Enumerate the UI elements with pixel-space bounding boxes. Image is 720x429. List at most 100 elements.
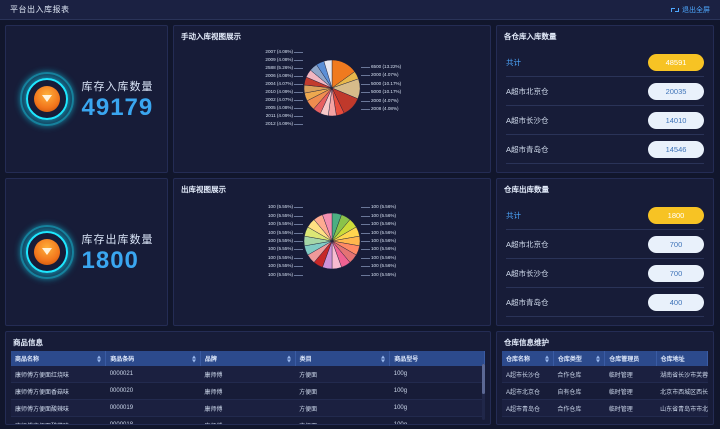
- sort-toggle-icon[interactable]: [381, 355, 386, 362]
- product-table-scrollbar[interactable]: [482, 364, 485, 420]
- kpi-outbound-panel: 库存出库数量 1800: [5, 178, 168, 326]
- inbound-warehouse-panel: 各仓库入库数量 共计 48591 A超市北京仓 20035 A超市长沙仓 14010 A超市…: [496, 25, 714, 173]
- exit-fullscreen-button[interactable]: 退出全屏: [671, 5, 710, 15]
- table-row[interactable]: 康师傅方便面酸菜味0000018康师傅方便面100g: [11, 416, 485, 424]
- table-cell: 湖南省长沙市芙蓉区定王台街道人民路厅: [656, 366, 708, 383]
- column-header-label: 仓库管理员: [609, 357, 640, 363]
- warehouse-row[interactable]: A超市青岛仓 14546: [506, 135, 704, 164]
- inbound-chart-panel: 手动入库视图展示 6500 (13.22%) 2000 (4.07%) 5000 (…: [173, 25, 491, 173]
- table-cell: 康师傅: [200, 382, 296, 400]
- column-header-label: 类目: [299, 357, 312, 363]
- warehouse-name: 共计: [506, 57, 521, 67]
- warehouse-value-badge: 48591: [648, 53, 704, 71]
- table-row[interactable]: 康师傅方便面酸辣味 0000019 康师傅 方便面 100g: [11, 399, 485, 417]
- sort-toggle-icon[interactable]: [596, 355, 601, 362]
- sort-toggle-icon[interactable]: [286, 355, 291, 362]
- table-row[interactable]: A超市北京仓自有仓库临时管理北京市西城区西长安街道西长安街甲1...: [502, 382, 708, 400]
- column-header[interactable]: 仓库管理员: [604, 351, 657, 366]
- warehouse-value-badge: 700: [648, 264, 704, 282]
- sort-toggle-icon[interactable]: [544, 355, 549, 362]
- column-header-label: 仓库类型: [557, 357, 582, 363]
- column-header[interactable]: 仓库名称: [502, 351, 554, 366]
- table-row[interactable]: 康师傅方便面红烧味 0000021 康师傅 方便面 100g: [11, 366, 485, 383]
- outbound-warehouse-panel: 仓库出库数量 共计 1800 A超市北京仓 700 A超市长沙仓 700 A超市青岛仓 400: [496, 178, 714, 326]
- warehouse-value-badge: 20035: [648, 82, 704, 100]
- inbound-pie-chart[interactable]: 6500 (13.22%) 2000 (4.07%) 5000 (10.17%) 50…: [174, 42, 490, 137]
- column-header-label: 商品名称: [15, 357, 40, 363]
- table-cell: 合作仓库: [553, 399, 605, 417]
- column-header-label: 品牌: [204, 357, 217, 363]
- sort-toggle-icon[interactable]: [191, 355, 196, 362]
- outbound-chart-panel: 出库视图展示 100 (5.56%) 100 (5.56%) 100 (5.56%)…: [173, 178, 491, 326]
- exit-fullscreen-label: 退出全屏: [682, 6, 710, 14]
- outbound-chart-title: 出库视图展示: [181, 185, 226, 194]
- table-row[interactable]: 康师傅方便面香菇味 0000020 康师傅 方便面 100g: [11, 382, 485, 400]
- table-cell: 100g: [389, 399, 485, 417]
- inbound-arrow-icon: [19, 72, 74, 126]
- warehouse-row[interactable]: A超市长沙仓 14010: [506, 106, 704, 135]
- table-cell: 0000021: [105, 366, 201, 383]
- product-table-panel: 商品信息 商品名称 商品条码 品牌 类目 商品型号 康师傅方便面红烧味 0000021 康师…: [5, 331, 491, 425]
- inbound-warehouse-title: 各仓库入库数量: [504, 32, 557, 41]
- table-cell: 100g: [389, 366, 485, 383]
- warehouse-name: A超市北京仓: [506, 86, 549, 96]
- table-cell: A超市青岛仓: [502, 399, 554, 417]
- warehouse-name: A超市青岛仓: [506, 144, 549, 154]
- column-header-label: 仓库名称: [506, 357, 531, 363]
- kpi-inbound-value: 49179: [81, 93, 154, 121]
- table-cell: 0000019: [105, 399, 201, 417]
- column-header[interactable]: 类目: [295, 351, 391, 366]
- table-cell: 自有仓库: [553, 382, 605, 400]
- column-header[interactable]: 仓库地址: [656, 351, 709, 366]
- warehouse-value-badge: 14010: [648, 111, 704, 129]
- warehouse-name: A超市长沙仓: [506, 115, 549, 125]
- column-header[interactable]: 仓库类型: [553, 351, 606, 366]
- warehouse-row[interactable]: A超市北京仓 20035: [506, 77, 704, 106]
- table-cell: 康师傅方便面红烧味: [11, 366, 106, 383]
- table-cell: 康师傅: [200, 366, 296, 383]
- table-cell: 临时管理: [604, 382, 657, 400]
- column-header[interactable]: 品牌: [200, 351, 296, 366]
- warehouse-value-badge: 14546: [648, 140, 704, 158]
- table-cell: 0000018: [105, 416, 201, 424]
- warehouse-row[interactable]: A超市长沙仓 700: [506, 259, 704, 288]
- table-cell: 康师傅方便面香菇味: [11, 382, 106, 400]
- table-cell: 康师傅: [200, 416, 296, 424]
- column-header-label: 仓库地址: [660, 357, 685, 363]
- warehouse-table-panel: 仓库信息维护 仓库名称 仓库类型 仓库管理员 仓库地址 A超市长沙仓 合作仓库 临时管理湖…: [496, 331, 714, 425]
- column-header[interactable]: 商品条码: [105, 351, 201, 366]
- column-header[interactable]: 商品名称: [11, 351, 107, 366]
- product-table-title: 商品信息: [13, 338, 43, 347]
- table-cell: A超市长沙仓: [502, 366, 554, 383]
- warehouse-row[interactable]: 共计 1800: [506, 201, 704, 230]
- outbound-pie-chart[interactable]: 100 (5.56%) 100 (5.56%) 100 (5.56%) 100 (5.…: [174, 195, 490, 290]
- warehouse-value-badge: 700: [648, 235, 704, 253]
- table-cell: 100g: [389, 416, 485, 424]
- table-cell: 方便面: [295, 416, 390, 424]
- warehouse-row[interactable]: 共计 48591: [506, 48, 704, 77]
- table-cell: 康师傅方便面酸菜味: [11, 416, 106, 424]
- table-row[interactable]: A超市长沙仓合作仓库临时管理湖南省长沙市芙蓉区定王台街道人民路厅: [502, 366, 708, 383]
- kpi-inbound-label: 库存入库数量: [81, 80, 154, 93]
- outbound-arrow-icon: [19, 225, 74, 279]
- dashboard-grid: 库存入库数量 49179 手动入库视图展示 6500 (13.22%) 2000 …: [0, 20, 720, 429]
- warehouse-row[interactable]: A超市北京仓 700: [506, 230, 704, 259]
- outbound-warehouse-list: 共计 1800 A超市北京仓 700 A超市长沙仓 700 A超市青岛仓 400: [497, 195, 713, 317]
- fullscreen-exit-icon: [671, 6, 679, 14]
- table-cell: 临时管理: [604, 366, 657, 383]
- kpi-inbound-panel: 库存入库数量 49179: [5, 25, 168, 173]
- table-cell: 方便面: [295, 399, 390, 417]
- warehouse-name: A超市长沙仓: [506, 268, 549, 278]
- column-header[interactable]: 商品型号: [389, 351, 485, 366]
- table-row[interactable]: A超市青岛仓合作仓库临时管理山东省青岛市市北区四方街道杭州路70号: [502, 399, 708, 417]
- table-cell: 北京市西城区西长安街道西长安街甲1...: [656, 382, 708, 400]
- column-header-label: 商品型号: [394, 357, 419, 363]
- table-cell: 0000020: [105, 382, 201, 400]
- inbound-warehouse-list: 共计 48591 A超市北京仓 20035 A超市长沙仓 14010 A超市青岛仓 14546: [497, 42, 713, 164]
- warehouse-value-badge: 1800: [648, 206, 704, 224]
- kpi-outbound-label: 库存出库数量: [81, 233, 154, 246]
- sort-toggle-icon[interactable]: [97, 355, 102, 362]
- warehouse-row[interactable]: A超市青岛仓 400: [506, 288, 704, 317]
